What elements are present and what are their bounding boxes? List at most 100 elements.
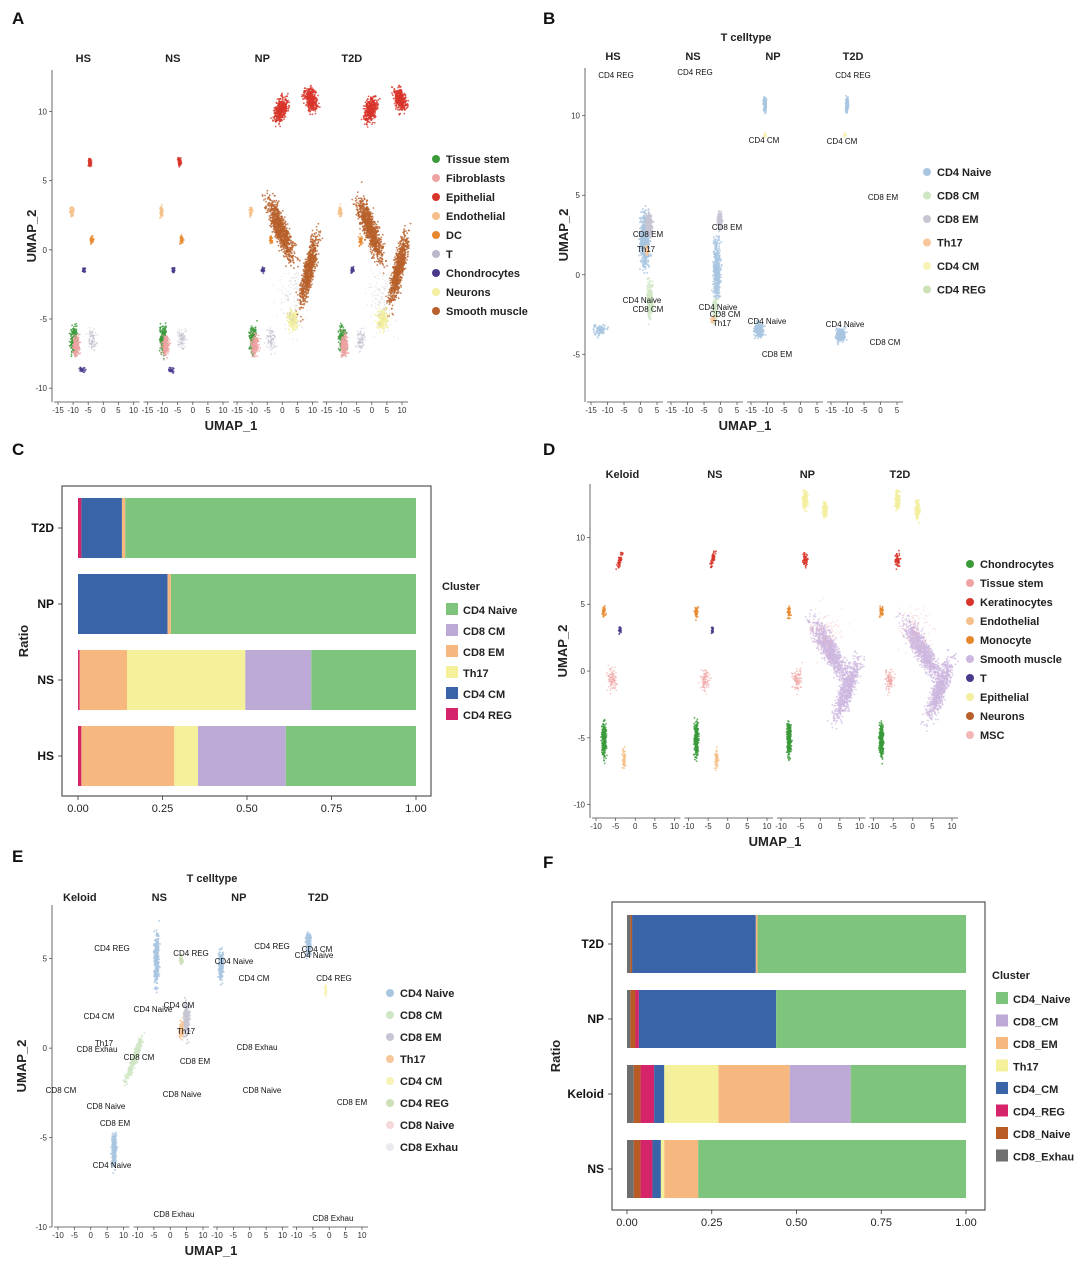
cell-point (315, 99, 318, 102)
cell-point (295, 308, 297, 310)
cell-point (73, 334, 75, 336)
cell-point (269, 225, 272, 228)
cell-point (303, 87, 306, 90)
cell-point (281, 114, 284, 117)
cell-point (161, 351, 164, 353)
cell-point (93, 345, 96, 348)
cell-point (310, 259, 313, 262)
cell-point (312, 275, 315, 278)
cell-point (179, 341, 181, 344)
cell-point (311, 240, 313, 243)
cell-point (288, 238, 291, 241)
cell-point (303, 293, 306, 295)
cell-point (181, 338, 183, 341)
cell-point (270, 335, 273, 337)
cell-point (178, 332, 181, 335)
cell-point (77, 338, 80, 341)
cell-point (286, 251, 288, 253)
cell-point (272, 225, 275, 227)
cell-point (274, 235, 276, 238)
cell-point (311, 113, 314, 116)
cell-point (171, 369, 174, 372)
legend-label: Fibroblasts (446, 173, 505, 185)
cell-point (181, 329, 183, 331)
cell-point (161, 344, 164, 346)
cell-point (317, 105, 320, 108)
cell-point (93, 343, 95, 346)
cell-point (265, 337, 268, 339)
cell-point (296, 329, 299, 331)
cell-point (163, 358, 166, 361)
cell-point (294, 316, 297, 319)
cell-point (307, 91, 310, 93)
cell-point (161, 328, 164, 331)
cell-point (264, 342, 266, 344)
cell-point (270, 202, 273, 205)
cell-point (297, 273, 299, 275)
cell-point (93, 336, 95, 339)
cell-point (267, 340, 270, 343)
cell-point (303, 276, 306, 278)
cell-point (161, 336, 163, 339)
cell-point (308, 108, 310, 110)
cell-point (268, 194, 271, 197)
cell-point (179, 337, 181, 340)
cell-point (311, 250, 314, 253)
cell-point (286, 223, 289, 225)
cell-point (302, 289, 305, 292)
cell-point (292, 328, 294, 331)
cell-point (258, 343, 260, 346)
cell-point (90, 163, 93, 166)
cell-point (315, 257, 317, 260)
cell-point (294, 244, 296, 247)
cell-point (284, 95, 287, 98)
cell-point (253, 350, 256, 352)
cell-point (285, 288, 287, 290)
cell-point (76, 332, 79, 335)
cell-point (293, 284, 296, 286)
cell-point (255, 350, 258, 353)
cell-point (90, 237, 92, 240)
cell-point (287, 236, 290, 239)
x-tick-label: 5 (385, 406, 390, 415)
cell-point (278, 99, 281, 102)
cell-point (299, 296, 302, 299)
cell-point (88, 165, 90, 167)
cell-point (299, 286, 301, 289)
cell-point (72, 343, 75, 346)
legend-label: DC (446, 230, 462, 242)
cell-point (307, 285, 310, 288)
x-tick-label: 10 (308, 406, 317, 415)
cell-point (305, 317, 307, 320)
cell-point (337, 331, 340, 333)
cell-point (70, 353, 73, 356)
cell-point (171, 268, 174, 270)
cell-point (291, 254, 294, 257)
cell-point (278, 218, 280, 221)
cell-point (277, 233, 279, 236)
cell-point (167, 343, 170, 346)
cell-point (74, 323, 76, 326)
cell-point (164, 333, 166, 336)
cell-point (179, 334, 182, 337)
cell-point (312, 235, 315, 238)
cell-point (273, 335, 276, 337)
cell-point (70, 342, 73, 345)
cell-point (82, 269, 85, 272)
cell-point (306, 292, 308, 294)
cell-point (316, 244, 318, 247)
cell-point (306, 105, 309, 107)
cell-point (166, 346, 168, 349)
cell-point (298, 307, 301, 309)
cell-point (296, 276, 298, 279)
cell-point (76, 336, 79, 339)
cell-point (169, 342, 172, 345)
facet-label: NP (255, 53, 270, 65)
cell-point (74, 353, 76, 356)
cell-point (163, 338, 166, 340)
cell-point (74, 342, 77, 345)
cell-point (309, 261, 311, 264)
cell-cluster (168, 366, 175, 374)
cell-point (164, 353, 167, 356)
cell-point (295, 309, 297, 311)
